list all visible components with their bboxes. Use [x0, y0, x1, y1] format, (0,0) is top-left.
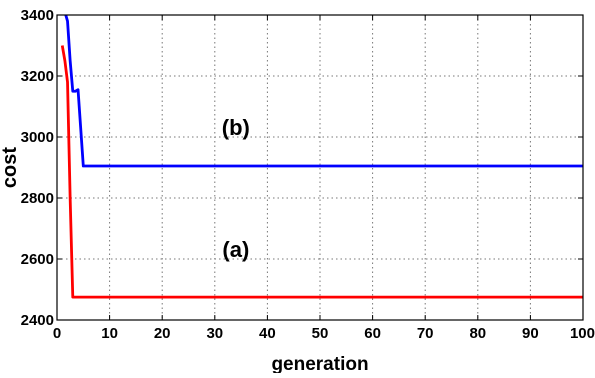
y-tick-label: 3200 — [21, 68, 54, 85]
series-line-a — [60, 45, 583, 299]
x-tick-label: 10 — [101, 325, 118, 342]
series-group — [60, 15, 583, 299]
annotation-label: (a) — [222, 237, 249, 262]
x-axis-label: generation — [271, 354, 368, 373]
x-tick-label: 100 — [570, 325, 595, 342]
annotation-label: (b) — [222, 115, 250, 140]
y-axis-label: cost — [0, 147, 21, 188]
x-tick-label: 40 — [259, 325, 276, 342]
y-tick-label: 2800 — [21, 190, 54, 207]
x-tick-label: 70 — [417, 325, 434, 342]
x-tick-label: 20 — [154, 325, 171, 342]
x-tick-label: 30 — [206, 325, 223, 342]
x-tick-label: 0 — [53, 325, 61, 342]
y-tick-label: 2400 — [21, 312, 54, 329]
annotations: (b) (a) — [222, 115, 250, 262]
series-line-b — [64, 15, 583, 168]
ticks: 0 10 20 30 40 50 60 70 80 90 100 2400 2600 2800 3000 32… — [21, 7, 595, 342]
x-tick-label: 60 — [364, 325, 381, 342]
y-tick-label: 3000 — [21, 129, 54, 146]
x-tick-label: 50 — [312, 325, 329, 342]
x-tick-label: 80 — [469, 325, 486, 342]
grid — [57, 15, 583, 320]
x-tick-label: 90 — [522, 325, 539, 342]
y-tick-label: 3400 — [21, 7, 54, 24]
y-tick-label: 2600 — [21, 251, 54, 268]
